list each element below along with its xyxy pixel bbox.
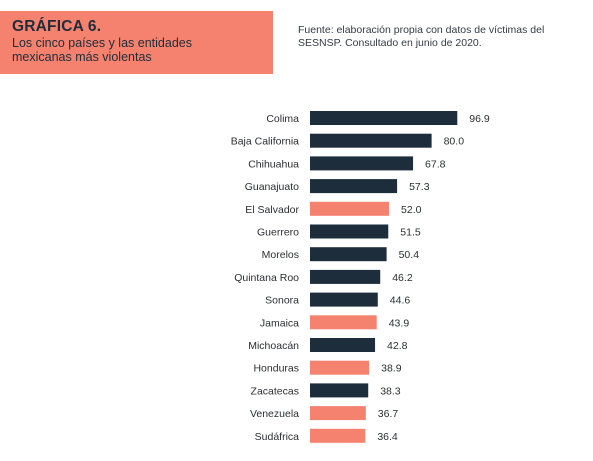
bar xyxy=(310,338,376,352)
category-label: Baja California xyxy=(231,136,299,148)
value-label: 36.4 xyxy=(377,431,398,443)
value-label: 38.9 xyxy=(381,363,402,375)
value-label: 57.3 xyxy=(409,181,430,193)
value-label: 50.4 xyxy=(399,249,420,261)
value-label: 67.8 xyxy=(425,158,446,170)
bar xyxy=(310,360,370,375)
category-label: Honduras xyxy=(253,363,299,375)
category-label: Sudáfrica xyxy=(255,431,300,443)
category-label: Jamaica xyxy=(260,317,299,329)
value-label: 43.9 xyxy=(389,317,410,329)
value-label: 38.3 xyxy=(380,385,401,397)
value-label: 46.2 xyxy=(392,272,413,284)
value-label: 52.0 xyxy=(401,204,422,216)
bar xyxy=(310,315,377,330)
category-label: Guanajuato xyxy=(245,181,299,193)
bar xyxy=(310,383,369,398)
category-label: Colima xyxy=(266,113,299,125)
category-label: Guerrero xyxy=(257,227,299,239)
bar xyxy=(310,406,366,421)
category-label: Zacatecas xyxy=(251,385,299,397)
chart-subtitle: Los cinco países y las entidades mexican… xyxy=(12,36,192,64)
chart-header: GRÁFICA 6. Los cinco países y las entida… xyxy=(0,11,273,74)
bar xyxy=(310,201,390,216)
bar xyxy=(310,428,366,443)
source-note: Fuente: elaboración propia con datos de … xyxy=(298,24,545,49)
bar xyxy=(310,179,398,194)
value-label: 51.5 xyxy=(400,227,421,239)
value-label: 42.8 xyxy=(387,340,408,352)
bar xyxy=(310,156,414,171)
value-label: 96.9 xyxy=(469,113,490,125)
bar xyxy=(310,111,458,125)
category-label: Venezuela xyxy=(250,408,299,420)
bar xyxy=(310,292,378,307)
value-label: 80.0 xyxy=(444,136,465,148)
category-label: Morelos xyxy=(262,249,299,261)
category-label: Chihuahua xyxy=(248,158,299,170)
category-label: Quintana Roo xyxy=(234,272,299,284)
category-label: Michoacán xyxy=(248,340,299,352)
bar xyxy=(310,133,432,148)
chart-title: GRÁFICA 6. xyxy=(12,18,102,35)
value-label: 44.6 xyxy=(390,295,411,307)
bar xyxy=(310,224,389,239)
bar xyxy=(310,247,387,262)
category-label: Sonora xyxy=(265,295,299,307)
value-label: 36.7 xyxy=(378,408,399,420)
bar xyxy=(310,269,381,284)
category-label: El Salvador xyxy=(245,204,299,216)
